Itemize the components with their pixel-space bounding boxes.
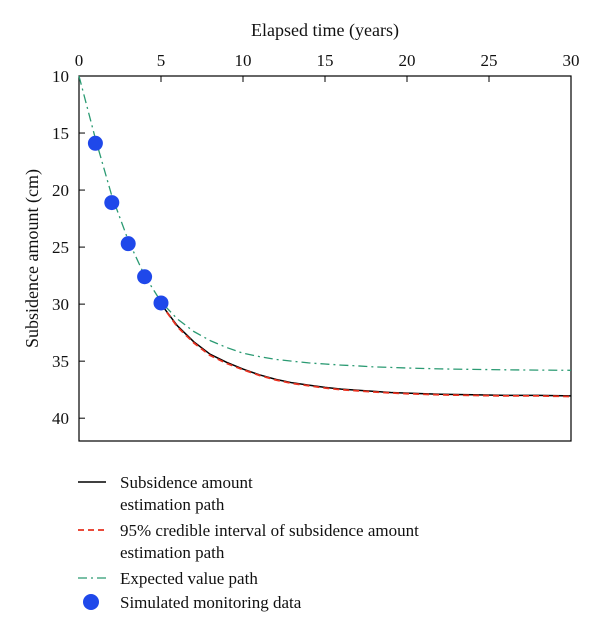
y-tick-label: 10 [52, 67, 69, 86]
series-line-dashed [160, 303, 572, 398]
y-tick-label: 30 [52, 295, 69, 314]
x-tick-label: 0 [75, 51, 84, 70]
legend-label: Expected value path [120, 569, 258, 588]
legend-label: 95% credible interval of subsidence amou… [120, 521, 419, 540]
legend-label: estimation path [120, 495, 225, 514]
data-marker [87, 135, 103, 151]
x-tick-label: 15 [317, 51, 334, 70]
axes: 0 5 10 15 20 25 30 10 15 20 25 30 35 40 [52, 51, 580, 442]
y-tick-label: 20 [52, 181, 69, 200]
legend-label: estimation path [120, 543, 225, 562]
y-tick-label: 25 [52, 238, 69, 257]
legend: Subsidence amount estimation path 95% cred… [78, 473, 419, 612]
y-tick-label: 15 [52, 124, 69, 143]
x-tick-label: 10 [235, 51, 252, 70]
x-tick-label: 20 [399, 51, 416, 70]
legend-label: Subsidence amount [120, 473, 253, 492]
legend-marker [83, 594, 99, 610]
series-line-dashdot [78, 75, 572, 371]
series-line-solid [160, 303, 572, 397]
data-marker [137, 269, 153, 285]
x-tick-label: 30 [563, 51, 580, 70]
x-axis-title: Elapsed time (years) [251, 20, 399, 41]
plot-area [78, 75, 572, 398]
y-tick-label: 40 [52, 409, 69, 428]
y-tick-label: 35 [52, 352, 69, 371]
legend-label: Simulated monitoring data [120, 593, 302, 612]
plot-frame [78, 75, 572, 442]
x-tick-label: 5 [157, 51, 166, 70]
data-marker [104, 195, 120, 211]
x-tick-label: 25 [481, 51, 498, 70]
y-axis-title: Subsidence amount (cm) [22, 169, 43, 348]
data-marker [120, 236, 136, 252]
data-marker [153, 295, 169, 311]
